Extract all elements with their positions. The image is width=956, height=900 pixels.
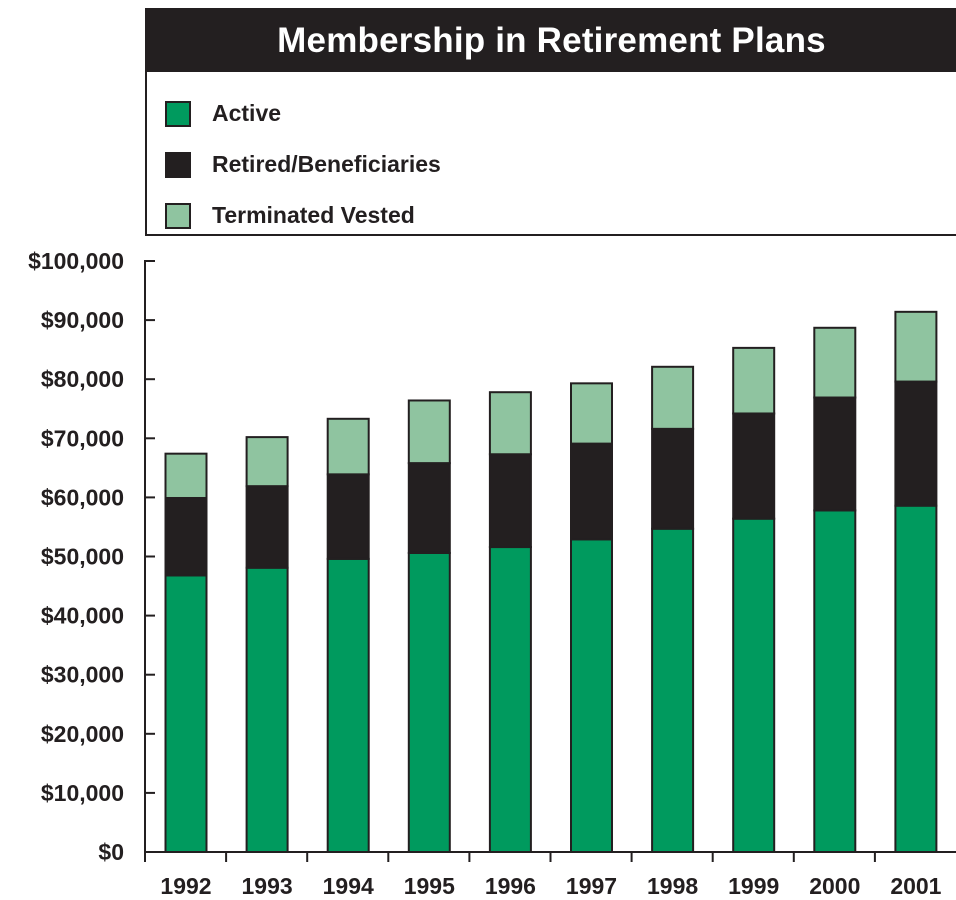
bar-terminated-1998 <box>651 365 695 430</box>
y-tick-label-5: $50,000 <box>41 544 124 570</box>
bar-terminated-1994 <box>326 417 370 476</box>
bar-active-1993 <box>245 566 289 853</box>
x-tick-label-1993: 1993 <box>242 873 293 899</box>
y-tick-label-2: $20,000 <box>41 721 124 747</box>
title-bar: Membership in Retirement Plans <box>147 10 956 72</box>
y-tick-label-1: $10,000 <box>41 780 124 806</box>
bar-terminated-2000 <box>813 326 857 399</box>
bar-active-1995 <box>407 551 451 853</box>
bar-active-1996 <box>488 546 532 853</box>
bar-terminated-1999 <box>732 346 776 415</box>
legend-swatch-retired <box>165 151 191 178</box>
bar-terminated-1992 <box>164 452 208 499</box>
bar-active-1999 <box>732 517 776 853</box>
bar-retired-1999 <box>732 412 776 520</box>
y-tick-label-8: $80,000 <box>41 366 124 392</box>
y-tick-label-6: $60,000 <box>41 484 124 510</box>
x-tick-label-2000: 2000 <box>809 873 860 899</box>
bar-retired-1994 <box>326 473 370 560</box>
y-tick-label-3: $30,000 <box>41 662 124 688</box>
legend-label-retired: Retired/Beneficiaries <box>212 151 441 177</box>
bar-active-1998 <box>651 527 695 853</box>
stacked-bar-chart: $0 $10,000 $20,000 $30,000 $40,000 $50,000 $60… <box>28 248 956 899</box>
chart-title: Membership in Retirement Plans <box>277 21 826 60</box>
bar-terminated-2001 <box>894 310 938 383</box>
bar-active-1997 <box>570 538 613 853</box>
x-tick-label-2001: 2001 <box>890 873 941 899</box>
legend-swatch-terminated <box>165 202 191 229</box>
legend: Active Retired/Beneficiaries Terminated … <box>165 88 441 241</box>
legend-label-active: Active <box>212 100 282 126</box>
bar-retired-2001 <box>894 380 938 507</box>
x-tick-label-1996: 1996 <box>485 873 536 899</box>
y-tick-label-10: $100,000 <box>28 248 124 274</box>
y-tick-label-9: $90,000 <box>41 307 124 333</box>
x-tick-label-1995: 1995 <box>404 873 455 899</box>
bar-retired-1997 <box>570 442 613 541</box>
x-tick-label-1998: 1998 <box>647 873 698 899</box>
y-tick-label-7: $70,000 <box>41 425 124 451</box>
bar-terminated-1993 <box>245 436 289 488</box>
bar-retired-1992 <box>164 496 208 577</box>
bar-retired-1996 <box>488 453 532 549</box>
x-tick-label-1992: 1992 <box>160 873 211 899</box>
y-tick-label-4: $40,000 <box>41 603 124 629</box>
bar-retired-1993 <box>245 485 289 569</box>
x-tick-label-1994: 1994 <box>323 873 374 899</box>
legend-item-terminated: Terminated Vested <box>165 190 441 241</box>
legend-swatch-active <box>165 100 191 127</box>
bar-terminated-1997 <box>570 382 613 445</box>
legend-item-retired: Retired/Beneficiaries <box>165 139 441 190</box>
bar-retired-1995 <box>407 462 451 554</box>
x-tick-label-1997: 1997 <box>566 873 617 899</box>
bar-active-1994 <box>326 557 370 853</box>
bar-active-2000 <box>813 509 857 853</box>
legend-label-terminated: Terminated Vested <box>212 202 415 228</box>
chart-header: Membership in Retirement Plans Active Re… <box>145 8 956 236</box>
bar-terminated-1995 <box>407 399 451 465</box>
bar-terminated-1996 <box>488 391 532 456</box>
y-tick-label-0: $0 <box>98 839 124 865</box>
bar-retired-2000 <box>813 396 857 512</box>
x-tick-label-1999: 1999 <box>728 873 779 899</box>
legend-item-active: Active <box>165 88 441 139</box>
bar-active-1992 <box>164 574 208 853</box>
bar-retired-1998 <box>651 427 695 530</box>
bar-active-2001 <box>894 504 938 853</box>
